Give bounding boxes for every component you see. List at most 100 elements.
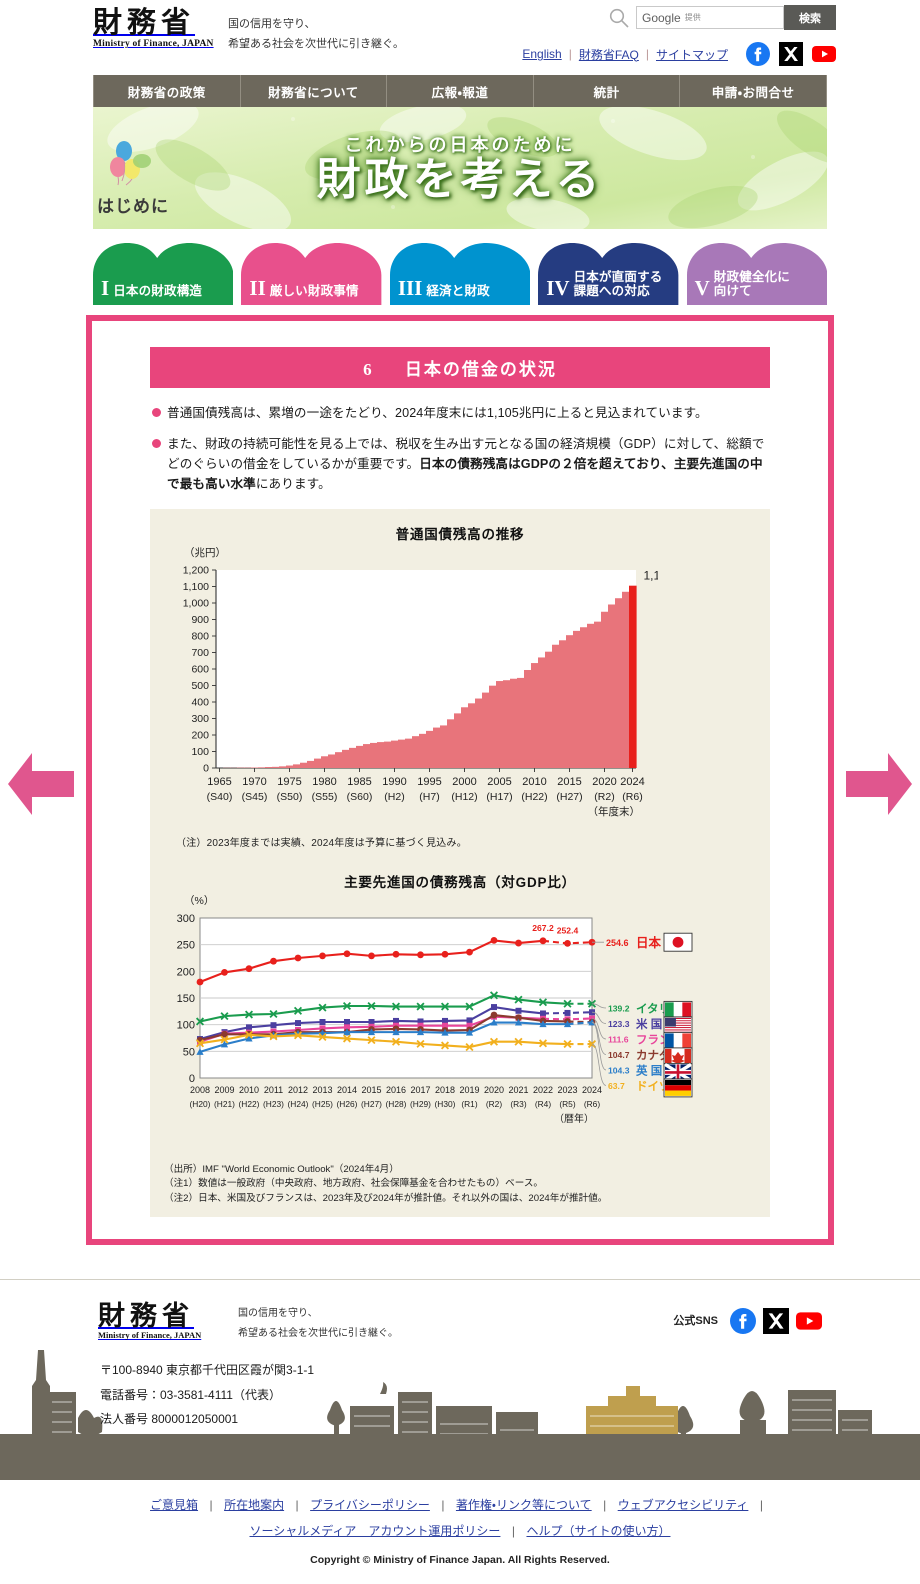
svg-text:254.6: 254.6 xyxy=(606,938,629,948)
svg-text:50: 50 xyxy=(183,1046,195,1058)
svg-text:500: 500 xyxy=(191,680,209,692)
search-engine-sub: 提供 xyxy=(685,12,701,23)
footer-link-social-media-policy[interactable]: ソーシャルメディア アカウント運用ポリシー xyxy=(250,1524,501,1538)
chart1-ylabel: （兆円） xyxy=(184,545,758,560)
chapter-tab-4[interactable]: IV 日本が直面する 課題への対応 xyxy=(538,241,678,305)
svg-text:(S60): (S60) xyxy=(347,791,373,803)
svg-text:150: 150 xyxy=(177,993,195,1005)
svg-text:1995: 1995 xyxy=(417,776,441,788)
link-sitemap[interactable]: サイトマップ xyxy=(656,46,728,63)
svg-text:(H22): (H22) xyxy=(521,791,547,803)
svg-text:1,000: 1,000 xyxy=(183,597,209,609)
svg-text:1965: 1965 xyxy=(207,776,231,788)
chart1-note: （注）2023年度までは実績、2024年度は予算に基づく見込み。 xyxy=(176,834,758,849)
slogan-line-1: 国の信用を守り、 xyxy=(228,14,404,34)
svg-text:400: 400 xyxy=(191,696,209,708)
chapter-tab-3[interactable]: III 経済と財政 xyxy=(390,241,530,305)
nav-item-policy[interactable]: 財務省の政策 xyxy=(93,75,241,107)
footer-slogan-line-2: 希望ある社会を次世代に引き継ぐ。 xyxy=(238,1324,398,1344)
footer-logo-roman: Ministry of Finance, JAPAN xyxy=(98,1330,201,1340)
svg-text:700: 700 xyxy=(191,647,209,659)
svg-text:2020: 2020 xyxy=(592,776,616,788)
svg-text:日本: 日本 xyxy=(636,935,662,950)
svg-text:(H25): (H25) xyxy=(312,1099,333,1109)
footer-sns-area: 公式SNS xyxy=(673,1308,820,1332)
search-icon xyxy=(608,7,630,29)
footer-link-location[interactable]: 所在地案内 xyxy=(224,1498,284,1512)
svg-text:2015: 2015 xyxy=(361,1085,381,1095)
footer-link-privacy[interactable]: プライバシーポリシー xyxy=(310,1498,430,1512)
chapter-tab-5[interactable]: V 財政健全化に 向けて xyxy=(687,241,827,305)
link-english[interactable]: English xyxy=(522,47,561,61)
search-input[interactable]: Google 提供 xyxy=(636,6,784,29)
nav-item-statistics[interactable]: 統計 xyxy=(534,75,681,107)
svg-text:(S50): (S50) xyxy=(277,791,303,803)
footer-link-help[interactable]: ヘルプ（サイトの使い方） xyxy=(526,1524,670,1538)
bullet-dot-icon xyxy=(152,439,161,448)
svg-text:2005: 2005 xyxy=(487,776,511,788)
svg-text:2020: 2020 xyxy=(484,1085,504,1095)
svg-text:(H28): (H28) xyxy=(386,1099,407,1109)
chart2-note1: （注1）数値は一般政府（中央政府、地方政府、社会保障基金を合わせたもの）ベース。 xyxy=(164,1177,758,1192)
footer-sns-label: 公式SNS xyxy=(673,1312,718,1328)
next-page-arrow[interactable] xyxy=(844,751,914,817)
site-logo[interactable]: 財務省 Ministry of Finance, JAPAN xyxy=(93,8,214,49)
chart2-note2: （注2）日本、米国及びフランスは、2023年及び2024年が推計値。それ以外の国… xyxy=(164,1192,758,1207)
svg-text:200: 200 xyxy=(177,966,195,978)
slogan-line-2: 希望ある社会を次世代に引き継ぐ。 xyxy=(228,34,404,54)
footer-link-feedback[interactable]: ご意見箱 xyxy=(150,1498,198,1512)
chapter-tab-2[interactable]: II 厳しい財政事情 xyxy=(241,241,381,305)
youtube-icon[interactable] xyxy=(796,1308,820,1332)
svg-text:2023: 2023 xyxy=(557,1085,577,1095)
svg-text:2014: 2014 xyxy=(337,1085,357,1095)
svg-text:2010: 2010 xyxy=(522,776,546,788)
global-nav: 財務省の政策 財務省について 広報・報道 統計 申請・お問合せ xyxy=(93,75,827,107)
link-faq[interactable]: 財務省FAQ xyxy=(579,46,639,63)
footer-ground-band xyxy=(0,1434,920,1480)
footer-address: 〒100-8940 東京都千代田区霞が関3-1-1 xyxy=(100,1358,314,1383)
footer-links: ご意見箱 | 所在地案内 | プライバシーポリシー | 著作権・リンク等について… xyxy=(0,1480,920,1584)
footer-links-row-1: ご意見箱 | 所在地案内 | プライバシーポリシー | 著作権・リンク等について… xyxy=(0,1496,920,1514)
bullet-text-1: 普通国債残高は、累増の一途をたどり、2024年度末には1,105兆円に上ると見込… xyxy=(167,404,708,424)
prev-page-arrow[interactable] xyxy=(6,751,76,817)
search-engine-label: Google xyxy=(642,11,681,25)
footer-address-block: 〒100-8940 東京都千代田区霞が関3-1-1 電話番号：03-3581-4… xyxy=(100,1358,314,1432)
nav-item-pr[interactable]: 広報・報道 xyxy=(387,75,534,107)
x-twitter-icon[interactable] xyxy=(779,42,803,66)
svg-text:63.7: 63.7 xyxy=(608,1080,625,1090)
svg-text:100: 100 xyxy=(177,1019,195,1031)
facebook-icon[interactable] xyxy=(730,1308,754,1332)
svg-text:（年度末）: （年度末） xyxy=(588,805,641,818)
chapter-tab-1[interactable]: I 日本の財政構造 xyxy=(93,241,233,305)
svg-text:300: 300 xyxy=(191,713,209,725)
list-item: 普通国債残高は、累増の一途をたどり、2024年度末には1,105兆円に上ると見込… xyxy=(152,404,774,424)
youtube-icon[interactable] xyxy=(812,42,836,66)
svg-text:(H7): (H7) xyxy=(419,791,439,803)
search-button[interactable]: 検索 xyxy=(784,5,836,30)
chapter-numeral: IV xyxy=(546,278,569,299)
footer-link-separator: | xyxy=(210,1498,213,1512)
svg-text:米 国: 米 国 xyxy=(635,1016,662,1030)
banner-title: 財政を考える xyxy=(93,155,827,206)
footer-link-copyright-policy[interactable]: 著作権・リンク等について xyxy=(456,1498,592,1512)
link-separator: | xyxy=(569,47,572,61)
nav-item-about[interactable]: 財務省について xyxy=(241,75,388,107)
footer-link-accessibility[interactable]: ウェブアクセシビリティ xyxy=(618,1498,749,1512)
svg-text:104.3: 104.3 xyxy=(608,1065,630,1075)
x-twitter-icon[interactable] xyxy=(763,1308,787,1332)
footer-logo[interactable]: 財務省 Ministry of Finance, JAPAN xyxy=(98,1302,201,1340)
bullet-text-2: また、財政の持続可能性を見る上では、税収を生み出す元となる国の経済規模（GDP）… xyxy=(167,435,774,495)
svg-text:2018: 2018 xyxy=(435,1085,455,1095)
page-title: 6 日本の借金の状況 xyxy=(150,347,770,388)
chapter-numeral: II xyxy=(249,278,265,299)
svg-text:(H22): (H22) xyxy=(239,1099,260,1109)
svg-text:(S40): (S40) xyxy=(207,791,233,803)
nav-item-contact[interactable]: 申請・お問合せ xyxy=(680,75,827,107)
chart2-ylabel: （%） xyxy=(184,893,758,908)
footer-slogan: 国の信用を守り、 希望ある社会を次世代に引き継ぐ。 xyxy=(238,1304,398,1343)
chapter-numeral: V xyxy=(695,278,710,299)
facebook-icon[interactable] xyxy=(746,42,770,66)
svg-text:(H27): (H27) xyxy=(361,1099,382,1109)
site-footer: 財務省 Ministry of Finance, JAPAN 国の信用を守り、 … xyxy=(0,1280,920,1480)
